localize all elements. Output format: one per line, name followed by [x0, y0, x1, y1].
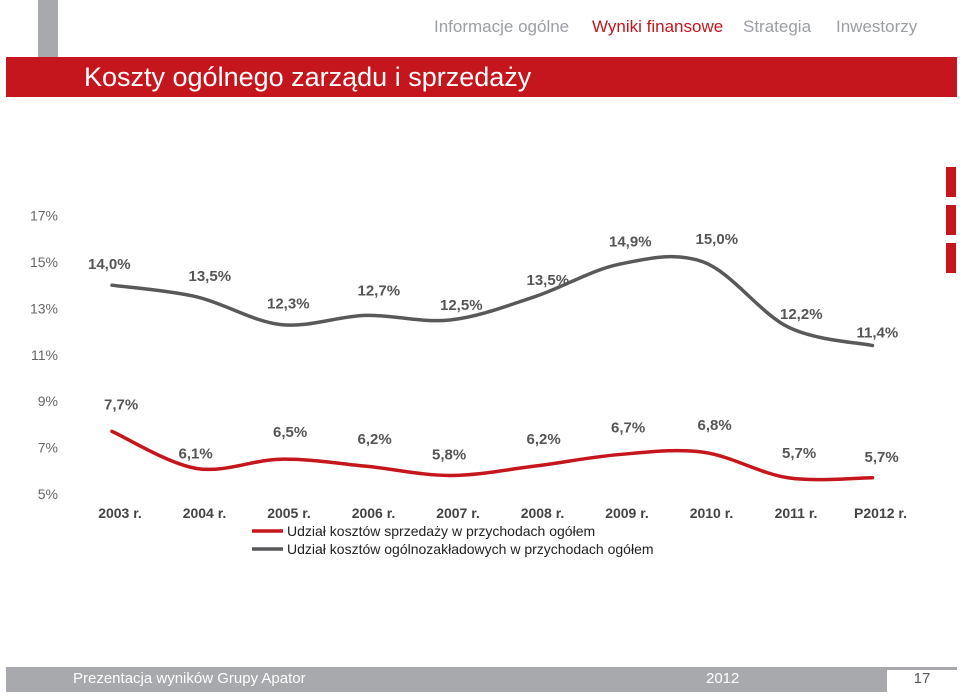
y-tick-label: 5%	[38, 486, 58, 502]
data-label: 12,5%	[440, 297, 483, 314]
nav-item-strategia[interactable]: Strategia	[743, 17, 812, 36]
series-line-1	[110, 429, 875, 482]
data-label: 6,8%	[698, 417, 732, 434]
data-label: 12,3%	[267, 296, 310, 313]
y-tick-label: 9%	[38, 393, 58, 409]
series-line-2	[110, 254, 875, 348]
nav-item-informacje[interactable]: Informacje ogólne	[434, 17, 570, 36]
page-number: 17	[887, 670, 957, 695]
x-tick-label: 2008 r.	[521, 505, 565, 521]
data-label: 14,0%	[88, 256, 131, 273]
x-tick-label: 2010 r.	[690, 505, 734, 521]
y-tick-label: 15%	[30, 254, 58, 270]
legend-label-2: Udział kosztów ogólnozakładowych w przyc…	[287, 541, 654, 557]
x-tick-label: 2003 r.	[98, 505, 142, 521]
y-tick-label: 11%	[31, 347, 58, 363]
top-navigation: Informacje ogólne Wyniki finansowe Strat…	[0, 17, 960, 41]
title-bar: Koszty ogólnego zarządu i sprzedaży	[6, 57, 957, 97]
side-marker-3	[946, 243, 956, 273]
footer-year: 2012	[706, 670, 740, 687]
y-tick-label: 7%	[38, 440, 58, 456]
x-tick-label: 2009 r.	[605, 505, 649, 521]
data-label: 6,2%	[527, 431, 561, 448]
data-label: 5,7%	[782, 445, 816, 462]
data-label: 6,2%	[358, 431, 392, 448]
x-tick-label: 2004 r.	[183, 505, 227, 521]
data-label: 15,0%	[696, 231, 739, 248]
data-label: 7,7%	[104, 396, 138, 413]
footer-presentation-title: Prezentacja wyników Grupy Apator	[73, 670, 306, 687]
data-label: 5,8%	[432, 446, 466, 463]
page-title: Koszty ogólnego zarządu i sprzedaży	[84, 62, 532, 92]
x-tick-label: 2006 r.	[352, 505, 396, 521]
x-tick-label: 2011 r.	[775, 505, 818, 521]
data-label: 12,2%	[780, 306, 823, 323]
y-tick-label: 17%	[30, 208, 58, 224]
data-label: 5,7%	[865, 449, 899, 466]
legend-label-1: Udział kosztów sprzedaży w przychodach o…	[287, 523, 595, 539]
data-label: 11,4%	[857, 325, 899, 342]
x-tick-label: 2007 r.	[436, 505, 480, 521]
data-label: 6,5%	[273, 424, 307, 441]
x-tick-label: P2012 r.	[854, 505, 907, 521]
data-label: 13,5%	[189, 268, 232, 285]
nav-item-wyniki-finansowe[interactable]: Wyniki finansowe	[592, 17, 724, 36]
data-label: 6,1%	[179, 445, 213, 462]
data-label: 12,7%	[358, 282, 401, 299]
data-label: 6,7%	[611, 420, 645, 437]
y-tick-label: 13%	[30, 300, 58, 316]
footer-bar: Prezentacja wyników Grupy Apator 2012 17	[6, 667, 957, 695]
data-label: 14,9%	[609, 233, 652, 250]
side-marker-1	[946, 167, 956, 197]
nav-item-inwestorzy[interactable]: Inwestorzy	[836, 17, 918, 36]
data-label: 13,5%	[527, 272, 570, 289]
x-tick-label: 2005 r.	[267, 505, 311, 521]
side-marker-2	[946, 205, 956, 235]
